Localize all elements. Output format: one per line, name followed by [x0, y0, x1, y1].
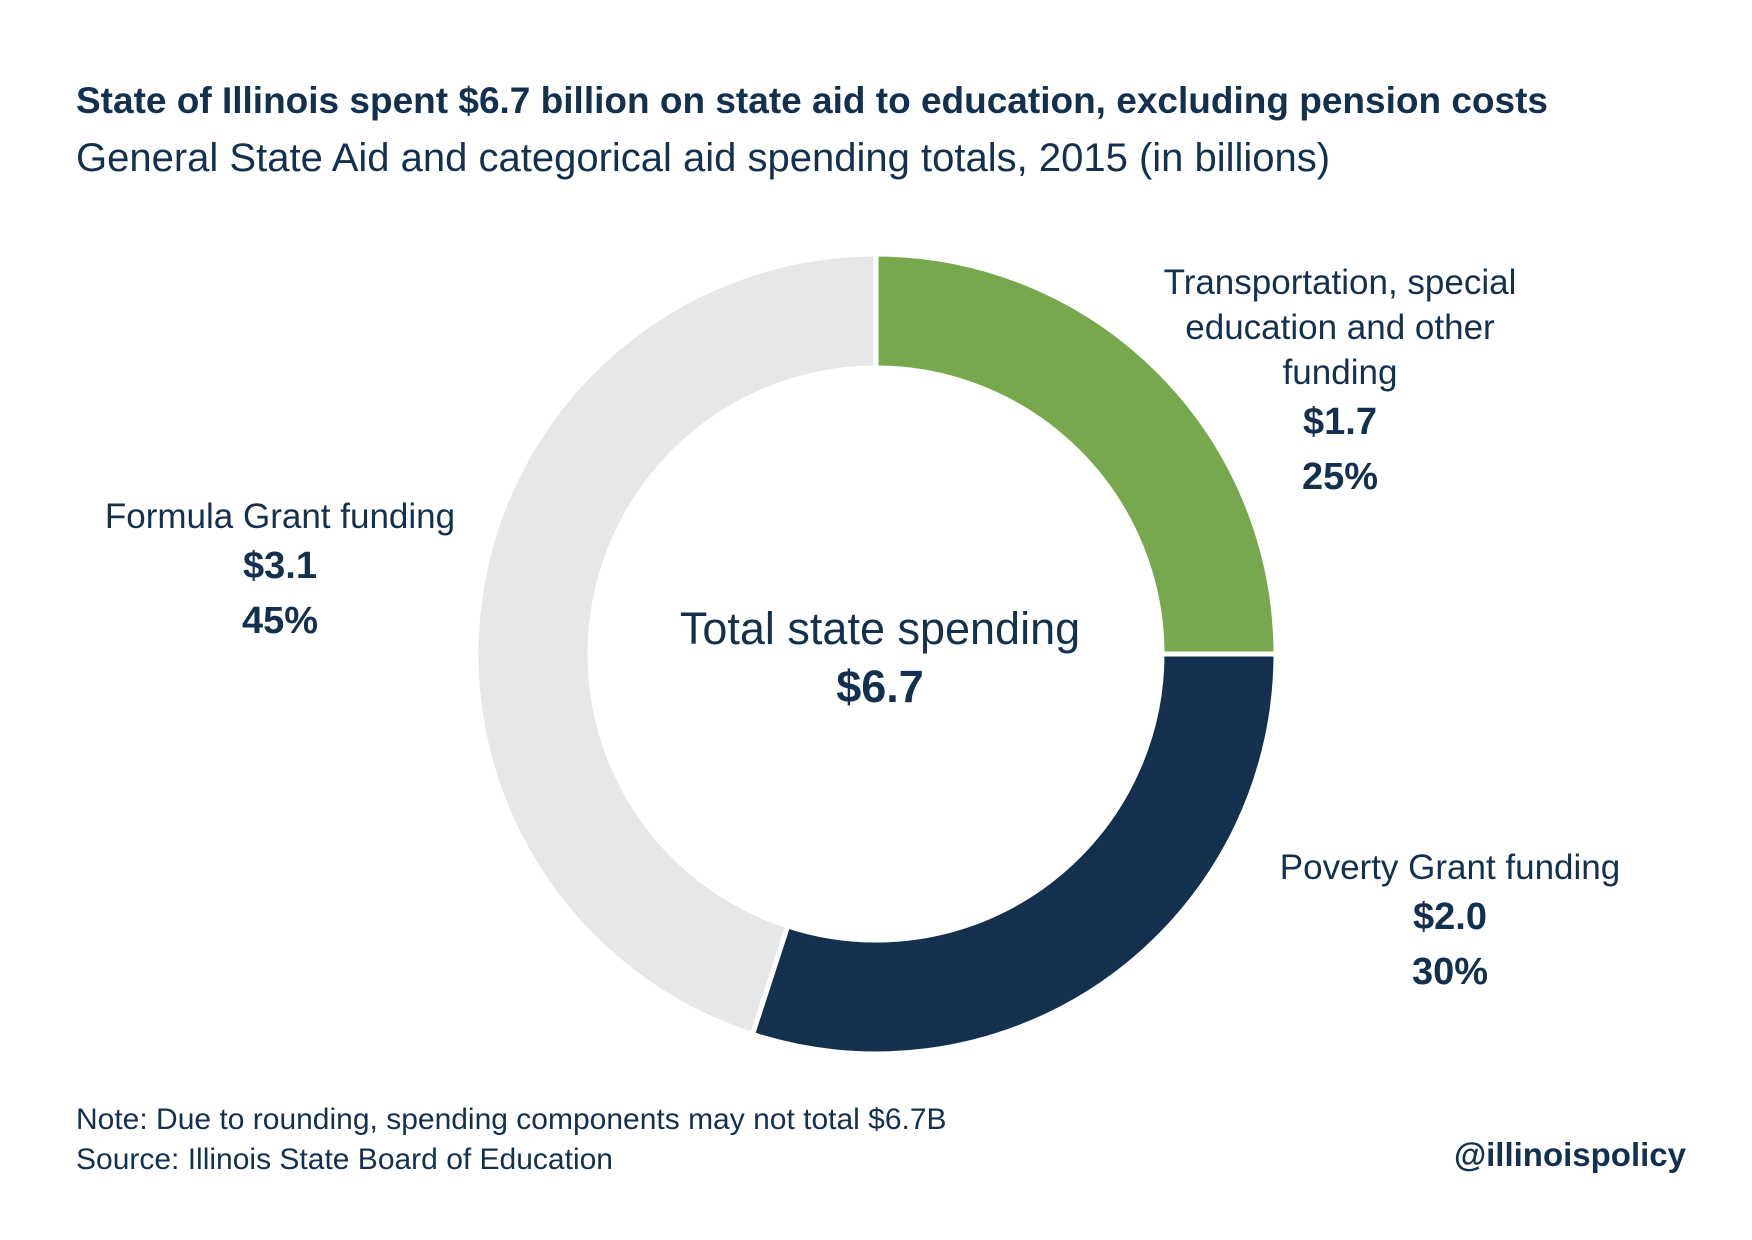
slice-transportation — [873, 251, 1279, 657]
label-transportation-line3: funding — [1282, 353, 1398, 392]
chart-title: State of Illinois spent $6.7 billion on … — [76, 80, 1548, 121]
donut-center-label: Total state spending $6.7 — [640, 600, 1120, 716]
footer-note: Note: Due to rounding, spending componen… — [76, 1103, 947, 1136]
label-transportation-percent: 25% — [1301, 456, 1379, 498]
label-poverty: Poverty Grant funding $2.0 30% — [1240, 845, 1660, 1000]
chart-subtitle: General State Aid and categorical aid sp… — [76, 136, 1331, 180]
label-transportation: Transportation, special education and ot… — [1130, 260, 1550, 505]
label-poverty-value: $2.0 — [1413, 896, 1487, 938]
label-formula-percent: 45% — [241, 600, 319, 642]
slice-poverty — [749, 651, 1279, 1057]
center-title: Total state spending — [679, 603, 1081, 654]
label-formula: Formula Grant funding $3.1 45% — [80, 494, 480, 649]
footer-notes: Note: Due to rounding, spending componen… — [76, 1100, 947, 1180]
label-poverty-name: Poverty Grant funding — [1279, 848, 1621, 887]
slice-formula — [473, 251, 879, 1038]
label-transportation-line1: Transportation, special — [1163, 263, 1517, 302]
footer-source: Source: Illinois State Board of Educatio… — [76, 1143, 613, 1176]
label-poverty-percent: 30% — [1411, 951, 1489, 993]
label-formula-name: Formula Grant funding — [104, 497, 456, 536]
label-transportation-value: $1.7 — [1303, 401, 1377, 443]
center-value: $6.7 — [836, 661, 924, 712]
label-formula-value: $3.1 — [243, 545, 317, 587]
label-transportation-line2: education and other — [1185, 308, 1495, 347]
brand-handle: @illinoispolicy — [1453, 1136, 1686, 1173]
